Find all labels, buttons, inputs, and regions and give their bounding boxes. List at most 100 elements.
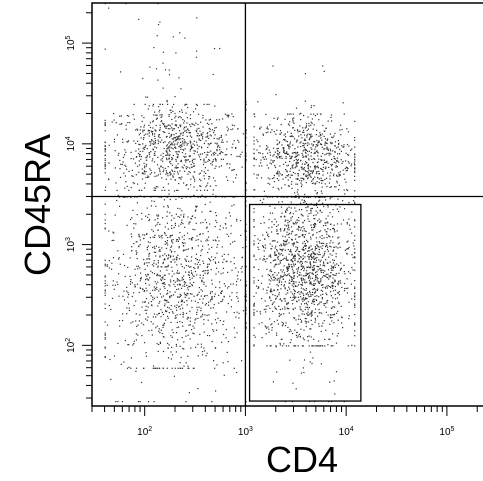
event-dot: [329, 338, 331, 340]
event-dot: [277, 233, 279, 235]
event-dot: [124, 149, 126, 151]
event-dot: [253, 189, 255, 191]
event-dot: [324, 286, 326, 288]
event-dot: [157, 281, 159, 283]
event-dot: [141, 212, 143, 214]
event-dot: [295, 158, 297, 160]
event-dot: [149, 173, 151, 175]
event-dot: [266, 268, 268, 270]
event-dot: [226, 115, 228, 117]
event-dot: [338, 161, 340, 163]
event-dot: [128, 366, 130, 368]
event-dot: [172, 242, 174, 244]
event-dot: [286, 302, 288, 304]
event-dot: [321, 296, 323, 299]
event-dot: [309, 328, 311, 330]
event-dot: [278, 179, 280, 181]
event-dot: [227, 116, 229, 118]
event-dot: [307, 321, 310, 323]
event-dot: [305, 174, 307, 176]
event-dot: [262, 133, 264, 135]
event-dot: [339, 148, 341, 150]
event-dot: [271, 129, 273, 131]
event-dot: [156, 296, 158, 298]
y-axis-title: CD45RA: [17, 134, 58, 276]
event-dot: [271, 226, 273, 228]
event-dot: [216, 142, 218, 144]
event-dot: [289, 170, 291, 172]
event-dot: [316, 265, 318, 267]
event-dot: [131, 236, 133, 238]
event-dot: [275, 94, 277, 96]
event-dot: [157, 229, 159, 231]
event-dot: [277, 224, 279, 226]
event-dot: [294, 254, 296, 256]
event-dot: [351, 232, 353, 234]
event-dot: [270, 289, 272, 291]
event-dot: [274, 247, 276, 249]
event-dot: [182, 140, 184, 142]
event-dot: [282, 235, 284, 237]
event-dot: [159, 124, 161, 126]
event-dot: [270, 280, 272, 282]
event-dot: [348, 202, 350, 204]
event-dot: [153, 141, 155, 143]
event-dot: [335, 274, 337, 276]
event-dot: [310, 245, 312, 247]
event-dot: [271, 323, 273, 325]
event-dot: [257, 279, 259, 281]
event-dot: [310, 155, 312, 157]
event-dot: [310, 264, 312, 266]
event-dot: [307, 163, 310, 165]
event-dot: [162, 261, 164, 263]
event-dot: [284, 228, 286, 230]
event-dot: [292, 164, 294, 166]
event-dot: [126, 367, 129, 369]
event-dot: [165, 150, 167, 152]
event-dot: [151, 272, 153, 274]
event-dot: [354, 239, 356, 241]
event-dot: [310, 255, 312, 257]
event-dot: [331, 136, 333, 138]
event-dot: [311, 291, 314, 293]
event-dot: [170, 308, 172, 311]
event-dot: [205, 172, 207, 174]
event-dot: [149, 144, 151, 147]
event-dot: [203, 347, 205, 349]
event-dot: [205, 222, 208, 224]
event-dot: [297, 291, 299, 294]
event-dot: [205, 136, 207, 138]
event-dot: [162, 62, 164, 64]
event-dot: [122, 295, 124, 297]
event-dot: [182, 167, 184, 169]
event-dot: [302, 258, 304, 260]
event-dot: [155, 225, 157, 227]
event-dot: [309, 276, 311, 278]
event-dot: [227, 128, 229, 130]
event-dot: [141, 120, 143, 122]
event-dot: [209, 223, 211, 225]
event-dot: [314, 165, 316, 167]
event-dot: [197, 132, 199, 135]
event-dot: [290, 201, 292, 203]
event-dot: [276, 118, 278, 120]
event-dot: [354, 287, 356, 290]
event-dot: [236, 218, 238, 220]
event-dot: [199, 130, 201, 132]
event-dot: [316, 253, 318, 255]
event-dot: [218, 271, 220, 273]
event-dot: [281, 212, 283, 214]
event-dot: [313, 105, 315, 107]
event-dot: [304, 279, 306, 281]
event-dot: [181, 242, 183, 244]
event-dot: [312, 145, 314, 147]
event-dot: [307, 241, 309, 243]
event-dot: [182, 325, 184, 327]
event-dot: [222, 267, 224, 269]
event-dot: [197, 135, 199, 137]
event-dot: [313, 288, 315, 290]
event-dot: [177, 272, 179, 274]
event-dot: [313, 152, 315, 155]
event-dot: [167, 147, 169, 150]
event-dot: [298, 154, 300, 156]
